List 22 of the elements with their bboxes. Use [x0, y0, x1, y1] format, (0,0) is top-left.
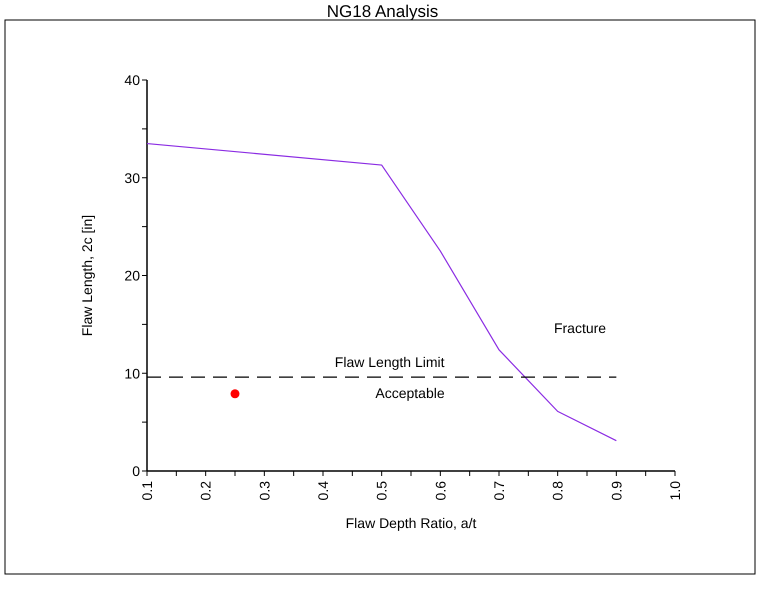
y-tick-label: 30 — [124, 170, 140, 186]
y-tick-label: 20 — [124, 268, 140, 284]
x-tick-label: 0.7 — [491, 480, 507, 500]
y-tick-label: 40 — [124, 72, 140, 88]
x-axis-title: Flaw Depth Ratio, a/t — [346, 515, 476, 531]
series-label: Flaw Length Limit — [334, 354, 445, 370]
annotation: Acceptable — [375, 385, 445, 401]
x-tick-label: 0.6 — [432, 480, 448, 500]
x-tick-label: 1.0 — [667, 480, 683, 500]
x-tick-label: 0.8 — [550, 480, 566, 500]
x-tick-label: 0.5 — [374, 480, 390, 500]
x-tick-label: 0.3 — [256, 480, 272, 500]
annotation: Fracture — [554, 320, 606, 336]
x-tick-label: 0.2 — [198, 480, 214, 500]
x-tick-label: 0.4 — [315, 480, 331, 500]
y-axis-title: Flaw Length, 2c [in] — [79, 214, 95, 336]
y-tick-label: 0 — [132, 463, 140, 479]
x-tick-label: 0.1 — [139, 480, 155, 500]
x-tick-label: 0.9 — [608, 480, 624, 500]
chart-title: NG18 Analysis — [326, 2, 438, 21]
line-series — [146, 142, 617, 442]
y-tick-label: 10 — [124, 365, 140, 382]
